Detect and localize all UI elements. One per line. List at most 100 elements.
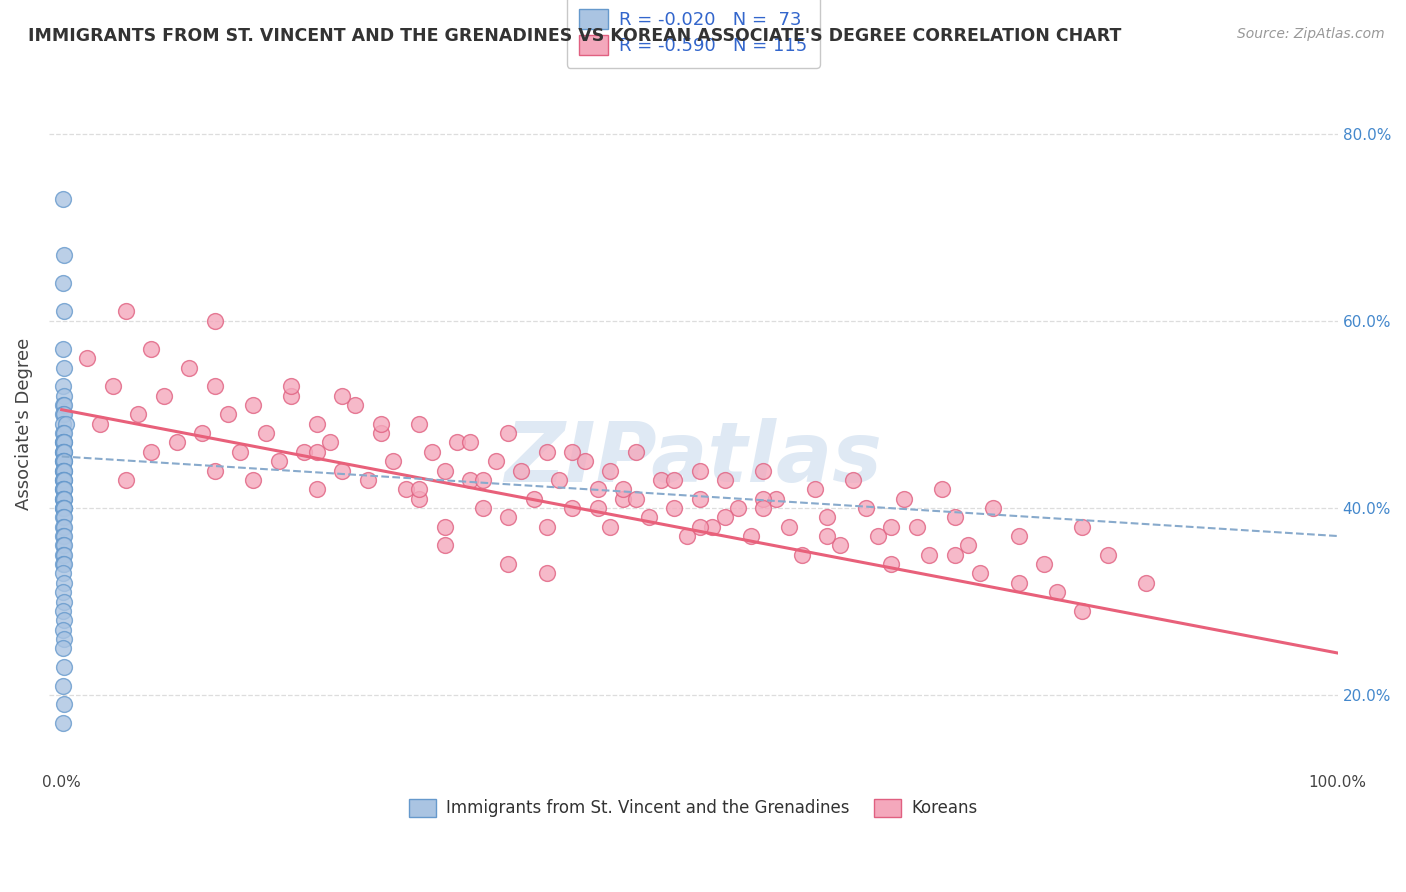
- Text: ZIPatlas: ZIPatlas: [505, 417, 882, 499]
- Point: [53, 575, 76, 590]
- Point: [53, 454, 76, 468]
- Point: [433, 538, 456, 552]
- Point: [53, 389, 76, 403]
- Point: [52, 491, 75, 506]
- Point: [981, 500, 1004, 515]
- Point: [332, 463, 354, 477]
- Point: [370, 417, 392, 431]
- Point: [855, 500, 877, 515]
- Point: [612, 482, 634, 496]
- Point: [893, 491, 915, 506]
- Point: [765, 491, 787, 506]
- Point: [52, 463, 75, 477]
- Point: [471, 500, 494, 515]
- Point: [370, 426, 392, 441]
- Point: [53, 398, 76, 412]
- Point: [561, 444, 583, 458]
- Point: [484, 454, 506, 468]
- Point: [292, 444, 315, 458]
- Point: [382, 454, 405, 468]
- Point: [52, 277, 75, 291]
- Point: [612, 491, 634, 506]
- Point: [408, 491, 430, 506]
- Point: [931, 482, 953, 496]
- Point: [458, 473, 481, 487]
- Point: [53, 408, 76, 422]
- Point: [624, 491, 647, 506]
- Point: [53, 248, 76, 262]
- Point: [510, 463, 533, 477]
- Point: [53, 500, 76, 515]
- Point: [727, 500, 749, 515]
- Point: [357, 473, 380, 487]
- Point: [778, 519, 800, 533]
- Point: [868, 529, 890, 543]
- Point: [1071, 604, 1094, 618]
- Point: [1033, 557, 1056, 571]
- Point: [586, 482, 609, 496]
- Point: [280, 379, 302, 393]
- Point: [53, 473, 76, 487]
- Point: [76, 351, 98, 366]
- Point: [166, 435, 188, 450]
- Point: [114, 304, 136, 318]
- Point: [53, 632, 76, 646]
- Point: [229, 444, 252, 458]
- Y-axis label: Associate's Degree: Associate's Degree: [15, 337, 32, 510]
- Point: [803, 482, 825, 496]
- Point: [204, 379, 226, 393]
- Point: [752, 500, 775, 515]
- Point: [344, 398, 367, 412]
- Point: [548, 473, 571, 487]
- Point: [52, 641, 75, 656]
- Point: [1008, 575, 1031, 590]
- Point: [842, 473, 865, 487]
- Point: [280, 389, 302, 403]
- Point: [53, 454, 76, 468]
- Point: [53, 482, 76, 496]
- Point: [53, 304, 76, 318]
- Point: [52, 623, 75, 637]
- Point: [53, 510, 76, 524]
- Point: [408, 417, 430, 431]
- Point: [536, 444, 558, 458]
- Point: [305, 482, 328, 496]
- Point: [702, 519, 724, 533]
- Point: [586, 500, 609, 515]
- Point: [1097, 548, 1119, 562]
- Point: [498, 510, 520, 524]
- Point: [943, 510, 966, 524]
- Point: [969, 566, 991, 581]
- Point: [53, 463, 76, 477]
- Point: [752, 463, 775, 477]
- Point: [662, 500, 685, 515]
- Point: [53, 529, 76, 543]
- Point: [52, 379, 75, 393]
- Point: [53, 519, 76, 533]
- Point: [53, 538, 76, 552]
- Point: [52, 426, 75, 441]
- Point: [254, 426, 277, 441]
- Point: [637, 510, 659, 524]
- Point: [689, 519, 711, 533]
- Point: [305, 444, 328, 458]
- Point: [52, 557, 75, 571]
- Point: [52, 473, 75, 487]
- Legend: Immigrants from St. Vincent and the Grenadines, Koreans: Immigrants from St. Vincent and the Gren…: [402, 792, 984, 824]
- Point: [53, 463, 76, 477]
- Point: [689, 491, 711, 506]
- Point: [114, 473, 136, 487]
- Point: [204, 463, 226, 477]
- Point: [918, 548, 941, 562]
- Point: [828, 538, 851, 552]
- Point: [53, 557, 76, 571]
- Point: [689, 463, 711, 477]
- Point: [52, 482, 75, 496]
- Point: [191, 426, 214, 441]
- Point: [52, 716, 75, 731]
- Point: [1071, 519, 1094, 533]
- Point: [52, 435, 75, 450]
- Point: [395, 482, 418, 496]
- Point: [53, 435, 76, 450]
- Point: [242, 398, 264, 412]
